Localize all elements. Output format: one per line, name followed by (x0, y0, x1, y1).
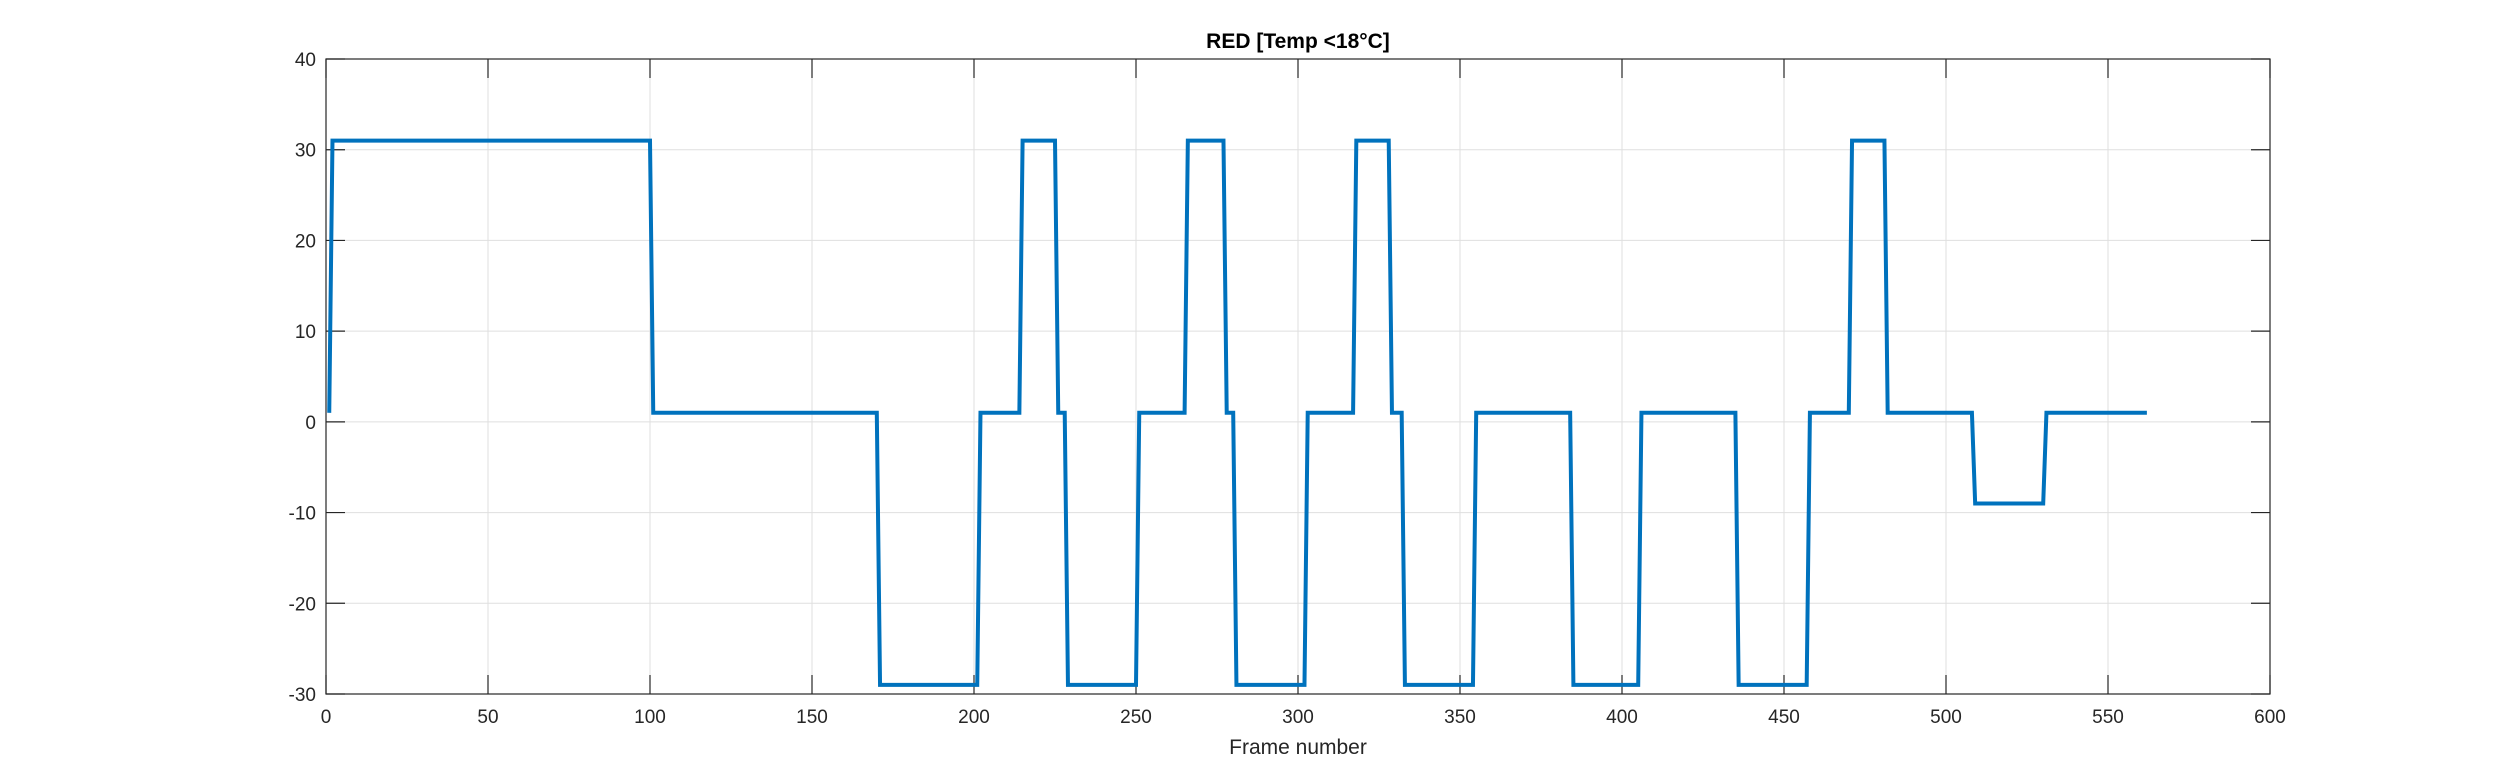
x-axis-label: Frame number (1229, 736, 1367, 759)
x-tick-label: 300 (1282, 707, 1314, 728)
x-tick-label: 100 (634, 707, 666, 728)
series-line (327, 138, 2147, 687)
y-tick-label: 0 (305, 413, 316, 434)
x-tick-label: 550 (2092, 707, 2124, 728)
x-tick-label: 200 (958, 707, 990, 728)
y-tick-label: 10 (295, 322, 316, 343)
chart-title: RED [Temp <18°C] (1206, 30, 1390, 53)
y-tick-label: -10 (289, 504, 316, 525)
x-tick-label: 0 (321, 707, 332, 728)
y-tick-label: -20 (289, 594, 316, 615)
series-group (327, 138, 2147, 687)
x-tick-label: 250 (1120, 707, 1152, 728)
x-tick-label: 150 (796, 707, 828, 728)
tick-labels: 0 50 100 150 200 250 300 350 400 450 500 550 600-30-… (289, 50, 2286, 728)
y-tick-label: -30 (289, 685, 316, 706)
x-tick-label: 350 (1444, 707, 1476, 728)
x-tick-label: 450 (1768, 707, 1800, 728)
y-tick-label: 30 (295, 141, 316, 162)
x-tick-label: 50 (477, 707, 498, 728)
x-tick-label: 500 (1930, 707, 1962, 728)
y-tick-label: 20 (295, 231, 316, 252)
y-tick-label: 40 (295, 50, 316, 71)
x-tick-label: 400 (1606, 707, 1638, 728)
x-tick-label: 600 (2254, 707, 2286, 728)
